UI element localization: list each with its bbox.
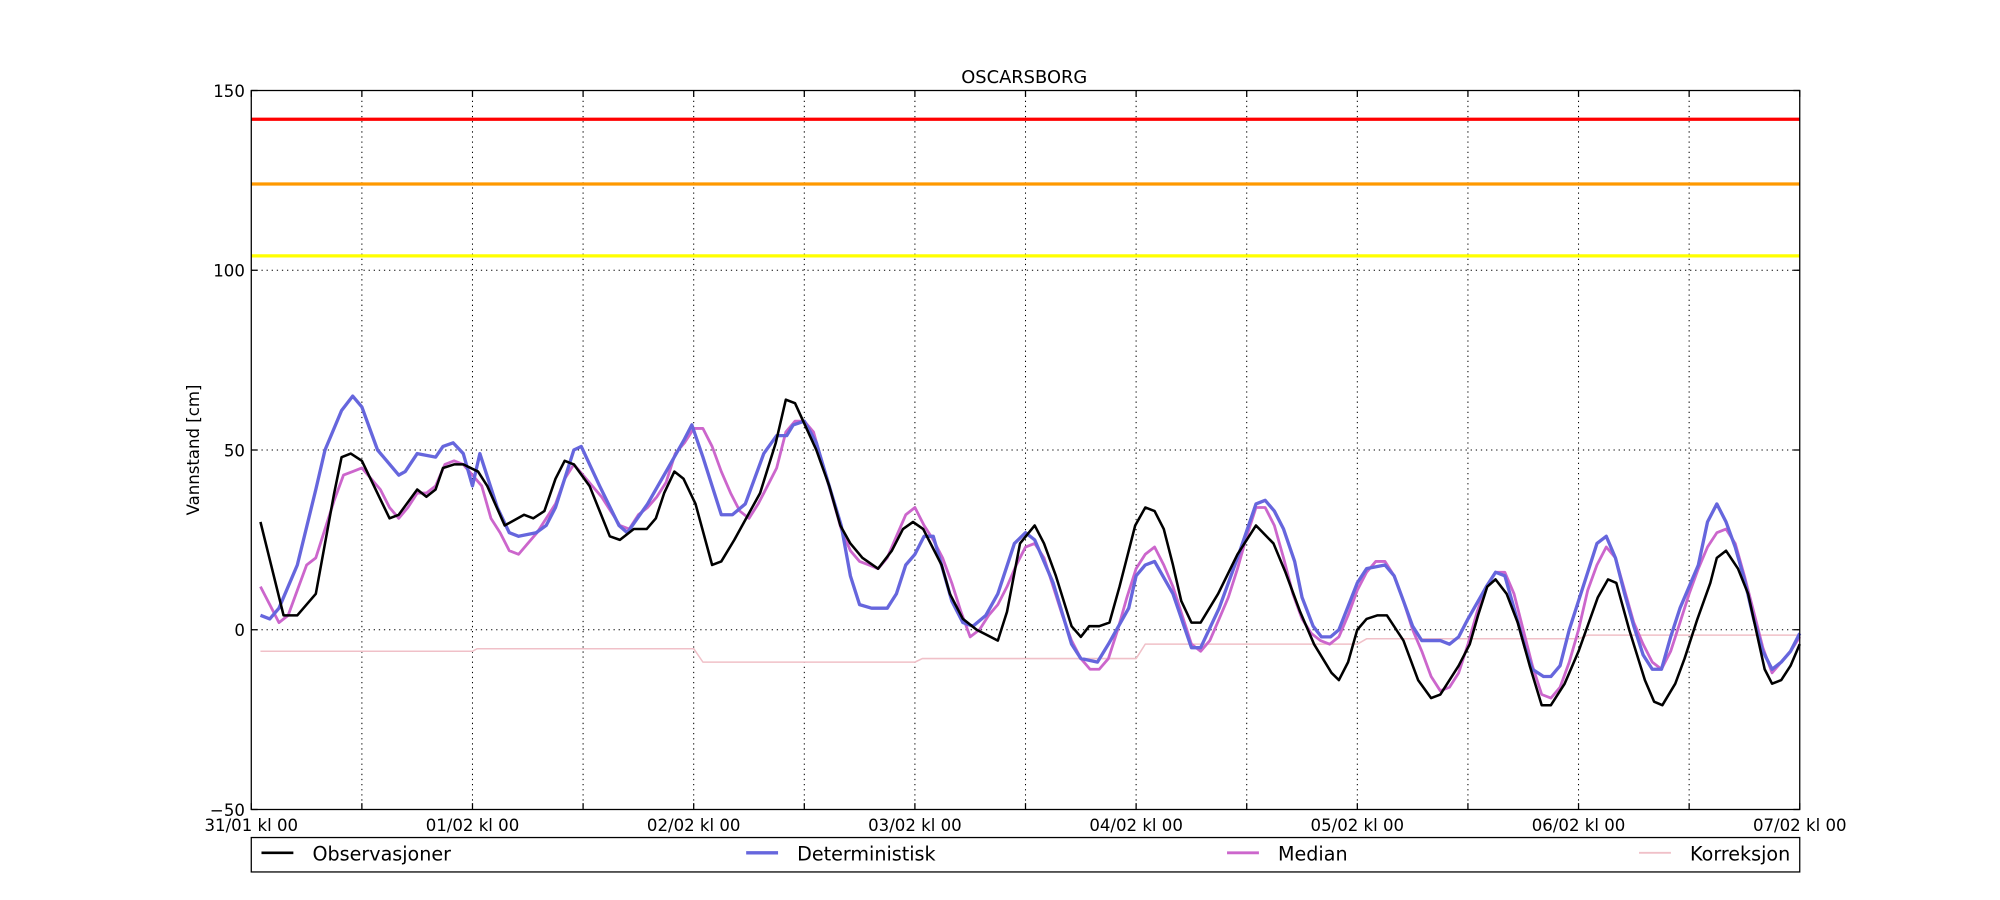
x-tick-label: 07/02 kl 00 <box>1753 816 1847 835</box>
y-tick-label: 50 <box>224 441 245 460</box>
legend-label-median: Median <box>1278 842 1348 865</box>
x-tick-label: 05/02 kl 00 <box>1311 816 1405 835</box>
legend-label-korreksjon: Korreksjon <box>1690 842 1790 865</box>
threshold-lines <box>251 117 1800 258</box>
series-lines <box>259 394 1802 707</box>
y-axis-label: Vannstand [cm] <box>184 385 203 516</box>
x-tick-label: 02/02 kl 00 <box>647 816 741 835</box>
series-line-median <box>259 419 1801 700</box>
legend-box <box>250 836 1801 873</box>
y-tick-label: 150 <box>213 82 245 101</box>
y-tick-label: 0 <box>234 621 245 640</box>
x-tick-label: 04/02 kl 00 <box>1089 816 1183 835</box>
chart-title: OSCARSBORG <box>961 67 1087 88</box>
legend: Observasjoner Deterministisk Median Korreks… <box>250 836 1801 873</box>
legend-label-deterministisk: Deterministisk <box>797 842 936 865</box>
series-line-observasjoner <box>259 398 1801 707</box>
x-tick-label: 01/02 kl 00 <box>426 816 520 835</box>
grid-lines <box>251 90 1800 810</box>
y-tick-label: −50 <box>210 801 245 820</box>
x-tick-label: 31/01 kl 00 <box>204 816 298 835</box>
axis-ticks: −50 0 50 100 150 31/01 kl 00 01/02 kl 00 02/02 … <box>204 82 1846 835</box>
x-tick-label: 03/02 kl 00 <box>868 816 962 835</box>
series-line-korreksjon <box>260 634 1800 663</box>
x-tick-label: 06/02 kl 00 <box>1532 816 1626 835</box>
y-tick-label: 100 <box>213 262 245 281</box>
series-line-deterministisk <box>259 394 1802 679</box>
legend-label-observasjoner: Observasjoner <box>313 842 452 865</box>
